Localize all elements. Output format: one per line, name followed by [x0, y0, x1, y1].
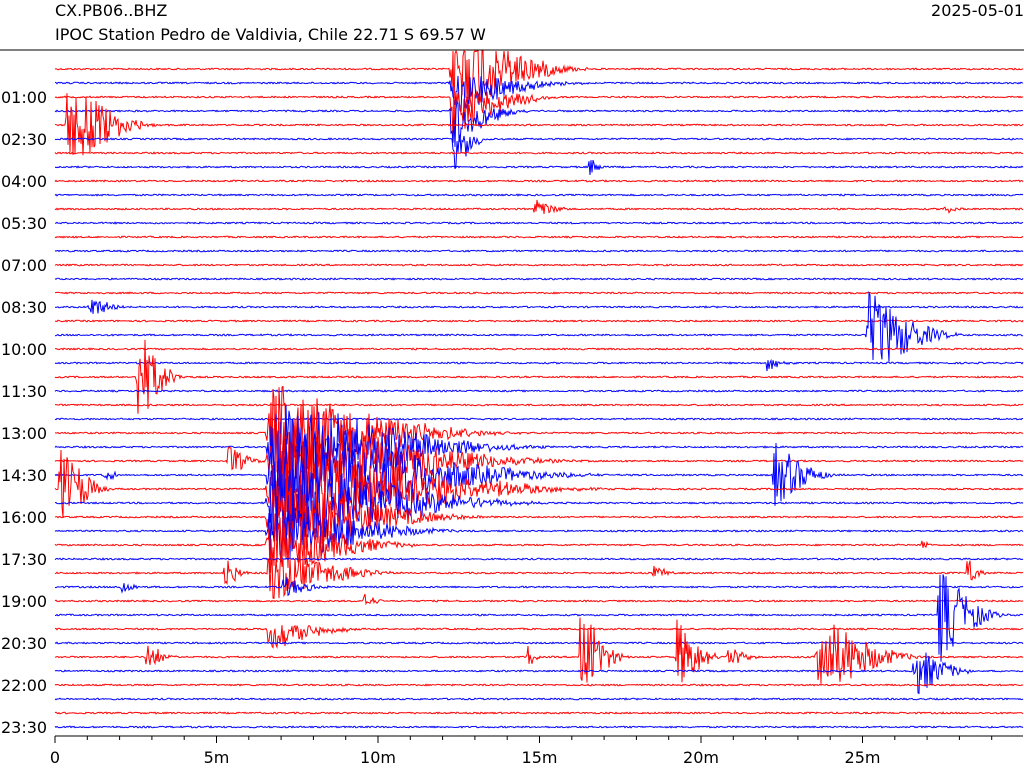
trace-row-46: [54, 711, 1024, 715]
y-tick-label: 08:30: [1, 298, 47, 317]
trace-row-35: [54, 557, 1024, 561]
trace-row-47: [54, 725, 1024, 729]
trace-row-21: [54, 358, 1024, 372]
y-tick-label: 07:00: [1, 256, 47, 275]
trace-row-7: [54, 159, 1024, 176]
x-tick-label: 10m: [360, 748, 396, 767]
trace-row-45: [54, 697, 1024, 701]
trace-row-13: [54, 249, 1024, 253]
y-tick-label: 17:30: [1, 550, 47, 569]
y-tick-label: 10:00: [1, 340, 47, 359]
x-tick-label: 5m: [204, 748, 230, 767]
trace-row-2: [54, 91, 1024, 140]
trace-row-14: [54, 263, 1024, 267]
station-code: CX.PB06..BHZ: [55, 1, 168, 20]
trace-row-39: [54, 574, 1024, 662]
date-label: 2025-05-01: [931, 1, 1024, 20]
trace-row-26: [54, 385, 1024, 477]
y-tick-label: 22:00: [1, 676, 47, 695]
y-tick-label: 05:30: [1, 214, 47, 233]
trace-row-15: [54, 277, 1024, 281]
y-tick-label: 02:30: [1, 130, 47, 149]
y-tick-label: 14:30: [1, 466, 47, 485]
trace-row-9: [54, 193, 1024, 197]
y-tick-label: 11:30: [1, 382, 47, 401]
trace-row-38: [54, 593, 1024, 606]
trace-row-29: [54, 426, 1024, 527]
trace-row-34: [54, 513, 1024, 573]
trace-row-8: [54, 179, 1024, 183]
trace-row-25: [54, 417, 1023, 421]
y-tick-label: 23:30: [1, 718, 47, 737]
trace-row-11: [54, 221, 1024, 225]
x-tick-label: 15m: [522, 748, 558, 767]
x-tick-label: 25m: [845, 748, 881, 767]
trace-row-22: [54, 339, 1024, 414]
trace-row-19: [54, 290, 1023, 362]
trace-row-31: [54, 458, 1024, 542]
trace-row-41: [54, 641, 1024, 645]
trace-row-3: [54, 99, 1024, 147]
x-tick-label: 20m: [683, 748, 719, 767]
y-tick-label: 20:30: [1, 634, 47, 653]
y-tick-label: 16:00: [1, 508, 47, 527]
trace-row-40: [55, 624, 1023, 650]
trace-row-18: [54, 319, 1024, 323]
trace-row-0: [54, 49, 1024, 116]
trace-row-5: [54, 134, 1024, 170]
trace-row-20: [54, 347, 1023, 351]
trace-row-42: [54, 617, 1024, 684]
y-tick-label: 13:00: [1, 424, 47, 443]
station-description: IPOC Station Pedro de Valdivia, Chile 22…: [55, 25, 486, 44]
trace-row-37: [54, 577, 1024, 597]
trace-row-12: [54, 235, 1024, 239]
trace-row-6: [54, 151, 1023, 155]
trace-row-17: [54, 299, 1024, 314]
trace-row-43: [54, 652, 1024, 695]
trace-row-27: [54, 405, 1024, 499]
y-tick-label: 19:00: [1, 592, 47, 611]
trace-row-44: [54, 683, 1024, 687]
trace-row-10: [54, 199, 1024, 215]
x-tick-label: 0: [50, 748, 60, 767]
y-tick-label: 04:00: [1, 172, 47, 191]
trace-row-30: [54, 433, 1024, 541]
trace-row-36: [54, 550, 1024, 600]
trace-row-1: [54, 75, 1024, 113]
trace-row-24: [54, 403, 1024, 407]
trace-row-4: [54, 93, 1024, 156]
y-tick-label: 01:00: [1, 88, 47, 107]
trace-row-23: [54, 389, 1024, 393]
trace-row-28: [54, 418, 1024, 517]
trace-row-33: [54, 496, 1024, 563]
trace-row-16: [54, 291, 1024, 295]
trace-row-32: [54, 476, 1024, 550]
